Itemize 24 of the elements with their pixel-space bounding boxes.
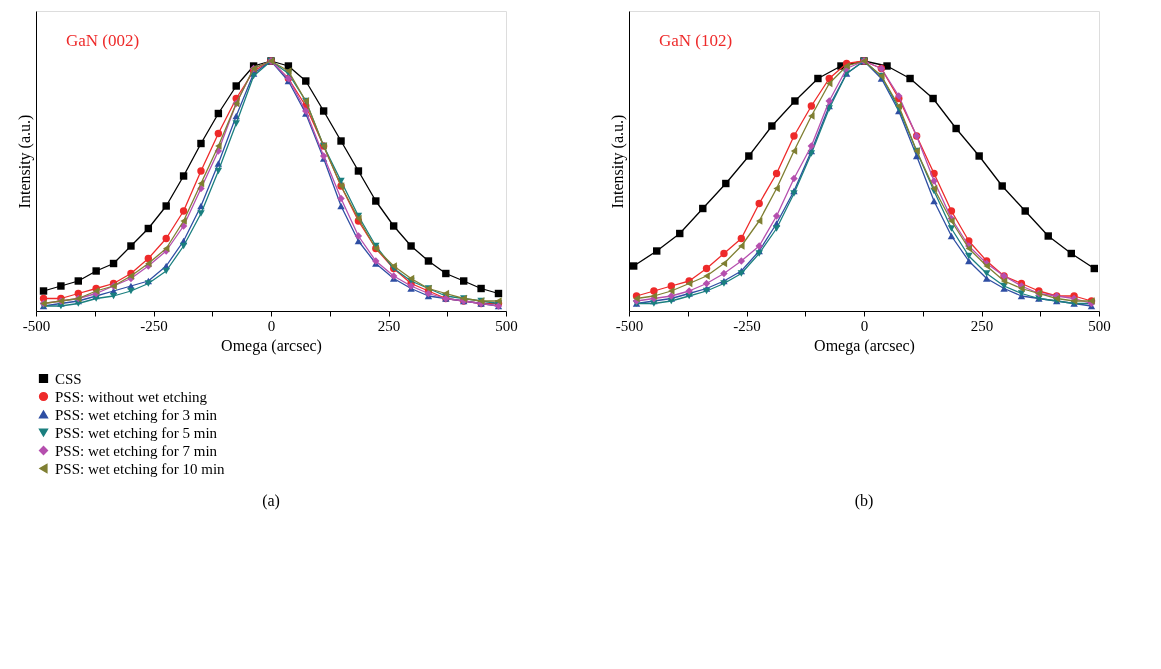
x-tick-label: 250 [970, 317, 994, 334]
x-tick-label: -250 [140, 317, 168, 334]
legend-label: PSS: without wet etching [55, 388, 208, 405]
x-tick-label: -500 [22, 317, 51, 334]
legend-label: PSS: wet etching for 5 min [55, 424, 218, 441]
legend-label: PSS: wet etching for 3 min [55, 406, 218, 423]
text: GaN (002) [66, 31, 140, 50]
x-axis-title: Omega (arcsec) [814, 336, 915, 355]
x-tick-label: -500 [615, 317, 644, 334]
x-tick-label: 250 [377, 317, 401, 334]
legend-label: CSS [55, 370, 82, 387]
text: (b) [854, 492, 874, 510]
x-tick-label: 0 [267, 317, 276, 334]
x-tick-label: 500 [1088, 317, 1111, 334]
x-tick-label: 0 [860, 317, 869, 334]
x-tick-label: 500 [495, 317, 518, 334]
x-axis-title: Omega (arcsec) [221, 336, 322, 355]
legend-label: PSS: wet etching for 10 min [55, 460, 226, 477]
x-tick-label: -250 [733, 317, 761, 334]
legend-label: PSS: wet etching for 7 min [55, 442, 218, 459]
y-axis-title: Intensity (a.u.) [15, 114, 34, 209]
text: GaN (102) [659, 31, 733, 50]
y-axis-title: Intensity (a.u.) [608, 114, 627, 209]
text: (a) [262, 492, 280, 510]
